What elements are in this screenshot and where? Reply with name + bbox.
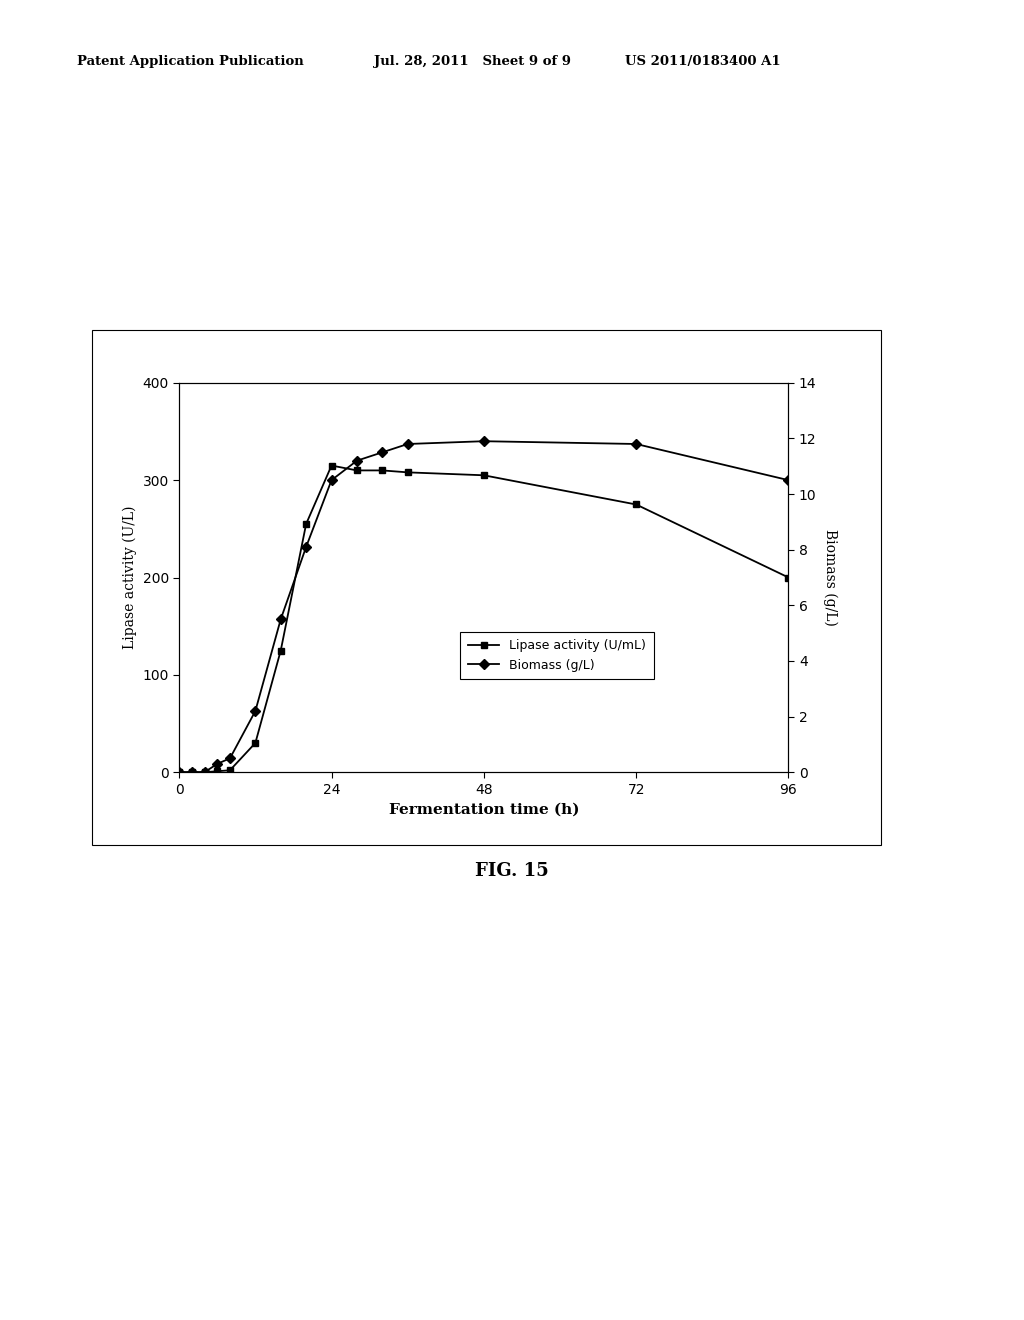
- Y-axis label: Biomass (g/L): Biomass (g/L): [823, 529, 838, 626]
- Lipase activity (U/mL): [173, 764, 185, 780]
- Biomass (g/L): [300, 539, 312, 554]
- Lipase activity (U/mL): [782, 570, 795, 586]
- Legend: Lipase activity (U/mL), Biomass (g/L): Lipase activity (U/mL), Biomass (g/L): [461, 632, 653, 678]
- Lipase activity (U/mL): [351, 462, 364, 478]
- Biomass (g/L): [249, 704, 261, 719]
- Lipase activity (U/mL): [300, 516, 312, 532]
- Biomass (g/L): [477, 433, 489, 449]
- Biomass (g/L): [630, 436, 642, 451]
- Biomass (g/L): [326, 473, 338, 488]
- Lipase activity (U/mL): [199, 764, 211, 780]
- Lipase activity (U/mL): [274, 643, 287, 659]
- Text: US 2011/0183400 A1: US 2011/0183400 A1: [625, 55, 780, 69]
- Biomass (g/L): [274, 611, 287, 627]
- Biomass (g/L): [376, 445, 388, 461]
- Text: Patent Application Publication: Patent Application Publication: [77, 55, 303, 69]
- Y-axis label: Lipase activity (U/L): Lipase activity (U/L): [123, 506, 137, 649]
- Line: Lipase activity (U/mL): Lipase activity (U/mL): [176, 462, 792, 776]
- Biomass (g/L): [199, 764, 211, 780]
- Text: FIG. 15: FIG. 15: [475, 862, 549, 880]
- Biomass (g/L): [401, 436, 414, 451]
- Lipase activity (U/mL): [630, 496, 642, 512]
- Lipase activity (U/mL): [376, 462, 388, 478]
- Biomass (g/L): [224, 750, 237, 766]
- Lipase activity (U/mL): [401, 465, 414, 480]
- Biomass (g/L): [782, 473, 795, 488]
- Lipase activity (U/mL): [185, 764, 198, 780]
- Biomass (g/L): [211, 756, 223, 772]
- Text: Jul. 28, 2011   Sheet 9 of 9: Jul. 28, 2011 Sheet 9 of 9: [374, 55, 570, 69]
- X-axis label: Fermentation time (h): Fermentation time (h): [388, 803, 580, 816]
- Lipase activity (U/mL): [326, 458, 338, 474]
- Lipase activity (U/mL): [477, 467, 489, 483]
- Biomass (g/L): [185, 764, 198, 780]
- Biomass (g/L): [351, 453, 364, 469]
- Lipase activity (U/mL): [224, 763, 237, 779]
- Lipase activity (U/mL): [249, 735, 261, 751]
- Biomass (g/L): [173, 764, 185, 780]
- Lipase activity (U/mL): [211, 763, 223, 779]
- Line: Biomass (g/L): Biomass (g/L): [176, 438, 792, 776]
